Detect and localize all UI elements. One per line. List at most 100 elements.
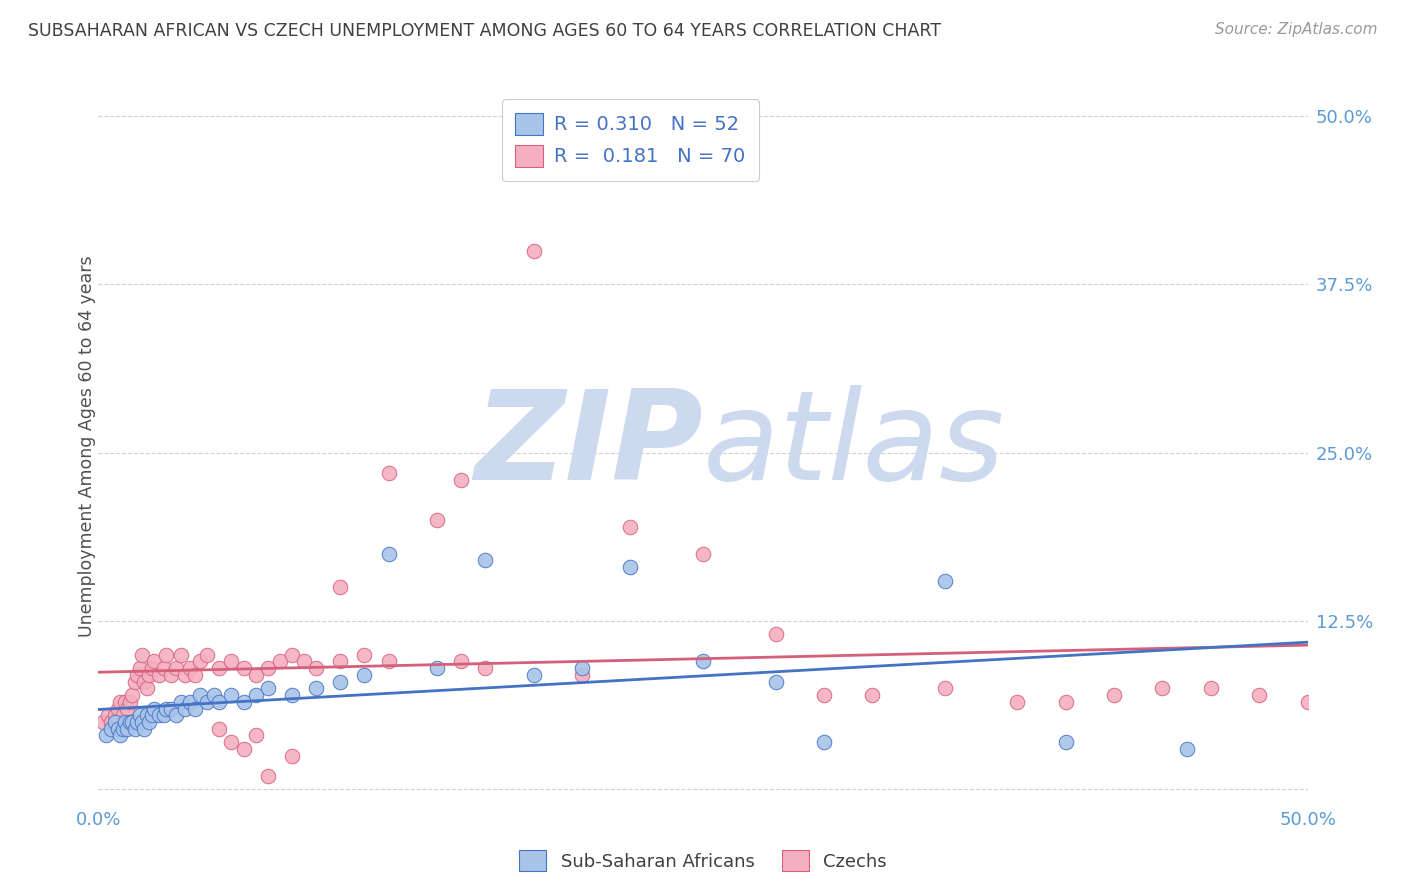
Point xyxy=(97,708,120,723)
Point xyxy=(128,661,150,675)
Point xyxy=(256,681,278,696)
Point xyxy=(138,668,160,682)
Point xyxy=(221,735,243,749)
Point xyxy=(1152,681,1174,696)
Point xyxy=(134,674,156,689)
Point xyxy=(813,688,835,702)
Point xyxy=(269,655,291,669)
Point xyxy=(474,661,496,675)
Point xyxy=(135,681,157,696)
Point xyxy=(179,695,201,709)
Point xyxy=(91,714,114,729)
Text: Source: ZipAtlas.com: Source: ZipAtlas.com xyxy=(1215,22,1378,37)
Point xyxy=(232,661,254,675)
Point xyxy=(281,748,304,763)
Point xyxy=(108,695,131,709)
Point xyxy=(523,668,546,682)
Point xyxy=(179,661,201,675)
Point xyxy=(1175,742,1198,756)
Point xyxy=(195,695,218,709)
Point xyxy=(143,701,166,715)
Point xyxy=(121,688,143,702)
Point xyxy=(107,722,129,736)
Point xyxy=(117,701,139,715)
Point xyxy=(128,708,150,723)
Point xyxy=(135,708,157,723)
Text: atlas: atlas xyxy=(703,385,1005,507)
Point xyxy=(118,695,141,709)
Point xyxy=(245,729,267,743)
Point xyxy=(160,701,183,715)
Point xyxy=(426,513,449,527)
Point xyxy=(165,661,187,675)
Point xyxy=(94,729,117,743)
Point xyxy=(131,714,153,729)
Point xyxy=(765,627,787,641)
Point xyxy=(1199,681,1222,696)
Point xyxy=(619,560,641,574)
Point xyxy=(169,648,191,662)
Point xyxy=(245,668,267,682)
Point xyxy=(155,701,177,715)
Point xyxy=(174,701,197,715)
Point xyxy=(256,661,278,675)
Point xyxy=(571,668,593,682)
Point xyxy=(169,695,191,709)
Point xyxy=(450,473,472,487)
Point xyxy=(188,688,211,702)
Point xyxy=(692,655,714,669)
Point xyxy=(474,553,496,567)
Point xyxy=(232,695,254,709)
Point xyxy=(292,655,315,669)
Legend: Sub-Saharan Africans, Czechs: Sub-Saharan Africans, Czechs xyxy=(512,843,894,879)
Point xyxy=(1054,735,1077,749)
Point xyxy=(281,688,304,702)
Legend: R = 0.310   N = 52, R =  0.181   N = 70: R = 0.310 N = 52, R = 0.181 N = 70 xyxy=(502,99,759,181)
Point xyxy=(221,688,243,702)
Point xyxy=(104,714,127,729)
Point xyxy=(127,714,149,729)
Point xyxy=(148,708,170,723)
Point xyxy=(184,701,207,715)
Point xyxy=(111,722,134,736)
Point xyxy=(108,729,131,743)
Point xyxy=(1249,688,1271,702)
Point xyxy=(165,708,187,723)
Point xyxy=(208,695,231,709)
Point xyxy=(305,661,328,675)
Point xyxy=(377,547,399,561)
Point xyxy=(1054,695,1077,709)
Point xyxy=(305,681,328,696)
Point xyxy=(124,674,146,689)
Point xyxy=(204,688,226,702)
Point xyxy=(523,244,546,258)
Point xyxy=(111,708,134,723)
Point xyxy=(174,668,197,682)
Point xyxy=(121,714,143,729)
Point xyxy=(148,668,170,682)
Point xyxy=(100,722,122,736)
Point xyxy=(813,735,835,749)
Point xyxy=(329,655,352,669)
Point xyxy=(143,655,166,669)
Point xyxy=(124,722,146,736)
Point xyxy=(256,769,278,783)
Text: ZIP: ZIP xyxy=(474,385,703,507)
Point xyxy=(188,655,211,669)
Point xyxy=(1007,695,1029,709)
Point xyxy=(377,466,399,480)
Point xyxy=(353,668,375,682)
Point xyxy=(619,520,641,534)
Point xyxy=(100,714,122,729)
Point xyxy=(208,722,231,736)
Point xyxy=(155,648,177,662)
Point xyxy=(245,688,267,702)
Point xyxy=(1296,695,1319,709)
Y-axis label: Unemployment Among Ages 60 to 64 years: Unemployment Among Ages 60 to 64 years xyxy=(79,255,96,637)
Point xyxy=(329,580,352,594)
Point xyxy=(160,668,183,682)
Point xyxy=(114,714,136,729)
Point xyxy=(426,661,449,675)
Point xyxy=(114,695,136,709)
Point xyxy=(184,668,207,682)
